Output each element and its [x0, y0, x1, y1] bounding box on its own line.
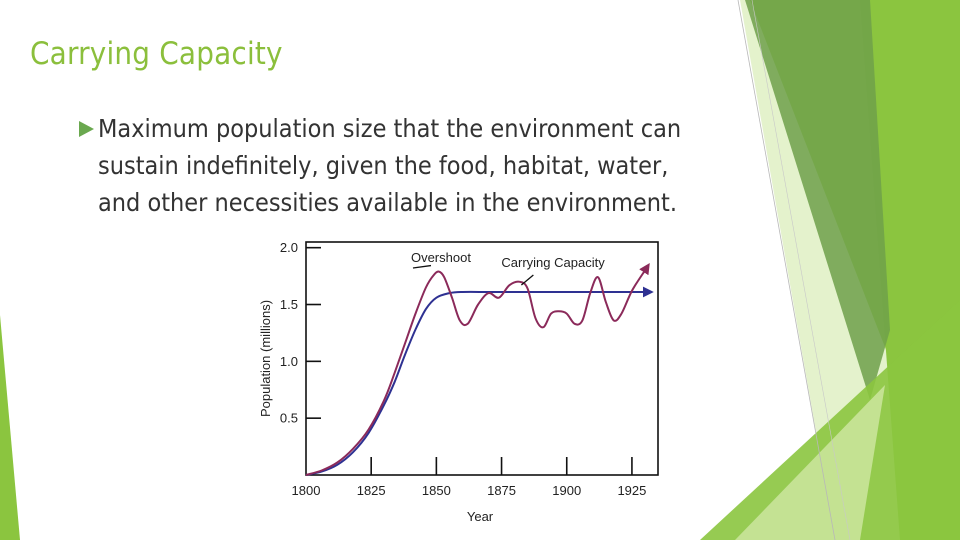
x-tick-label: 1925 — [617, 483, 646, 498]
y-axis-label: Population (millions) — [258, 300, 273, 417]
y-tick-label: 0.5 — [280, 411, 298, 426]
decor-bottom-right-pale — [735, 385, 885, 540]
x-tick-label: 1875 — [487, 483, 516, 498]
slide-title: Carrying Capacity — [30, 36, 283, 72]
right-triangle-icon — [79, 121, 94, 137]
x-tick-label: 1800 — [292, 483, 321, 498]
carrying-capacity-label: Carrying Capacity — [501, 255, 605, 270]
x-tick-label: 1825 — [357, 483, 386, 498]
carrying-capacity-pointer — [520, 274, 534, 286]
decor-bottom-right-wedge — [700, 300, 960, 540]
population-curve-line — [305, 263, 650, 476]
decor-hairline-1 — [737, 0, 836, 540]
y-tick-label: 1.0 — [280, 354, 298, 369]
x-tick-label: 1850 — [422, 483, 451, 498]
overshoot-pointer — [412, 264, 432, 269]
bullet-line-1: Maximum population size that the environ… — [98, 114, 682, 143]
plot-frame — [305, 241, 659, 476]
decor-hairline-2 — [751, 0, 851, 540]
bullet-line-2: sustain indefinitely, given the food, ha… — [98, 151, 669, 180]
bullet-paragraph: Maximum population size that the environ… — [98, 110, 858, 221]
carrying-capacity-line — [305, 286, 654, 476]
population-chart: 0.5 1.0 1.5 2.0 1800 1825 1850 1875 1900 1925 Year… — [258, 240, 659, 524]
overshoot-label: Overshoot — [411, 250, 471, 265]
decor-right-dark-band — [745, 0, 890, 400]
y-tick-label: 1.5 — [280, 297, 298, 312]
x-axis-label: Year — [467, 509, 494, 524]
decor-left-strip — [0, 315, 20, 540]
y-tick-label: 2.0 — [280, 240, 298, 255]
bullet-line-3: and other necessities available in the e… — [98, 188, 677, 217]
x-tick-label: 1900 — [552, 483, 581, 498]
